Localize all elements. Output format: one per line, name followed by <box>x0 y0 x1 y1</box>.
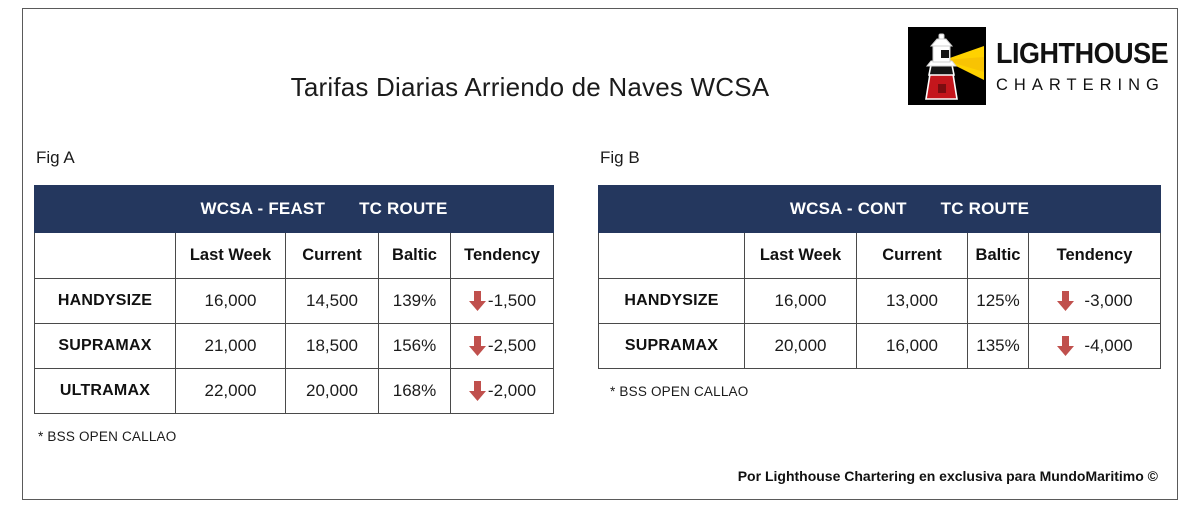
arrow-down-icon <box>1056 335 1075 357</box>
fig-b-table: WCSA - CONT TC ROUTE Last Week Current B… <box>597 185 1162 369</box>
fig-a-col-baltic: Baltic <box>378 232 451 279</box>
fig-a-row-1-current: 18,500 <box>285 323 379 369</box>
fig-a-row-1-last-week: 21,000 <box>175 323 286 369</box>
fig-a-row-0-baltic: 139% <box>378 278 451 324</box>
fig-b-row-1-name: SUPRAMAX <box>598 323 745 369</box>
banner-route-name: WCSA - FEAST <box>200 199 326 218</box>
fig-a-row-1-tendency: -2,500 <box>449 323 555 369</box>
fig-a-row-2-baltic: 168% <box>378 368 451 414</box>
table-row: HANDYSIZE 16,000 14,500 139% -1,500 <box>34 278 555 324</box>
arrow-down-icon <box>468 290 487 312</box>
logo-wordmark: LIGHTHOUSE CHARTERING <box>996 37 1181 94</box>
table-banner-row: WCSA - FEAST TC ROUTE <box>33 185 555 233</box>
fig-a-footnote: * BSS OPEN CALLAO <box>38 429 177 444</box>
fig-b-row-0-tendency: -3,000 <box>1027 278 1162 324</box>
fig-b-row-1-baltic: 135% <box>967 323 1029 369</box>
fig-a-row-0-current: 14,500 <box>285 278 379 324</box>
fig-b-row-0-name: HANDYSIZE <box>598 278 745 324</box>
fig-b-col-last-week: Last Week <box>744 232 857 279</box>
fig-a-row-2-name: ULTRAMAX <box>34 368 176 414</box>
fig-a-col-tendency: Tendency <box>449 232 555 279</box>
fig-a-table: WCSA - FEAST TC ROUTE Last Week Current … <box>33 185 555 414</box>
banner-route-name: WCSA - CONT <box>789 199 907 218</box>
fig-a-row-0-last-week: 16,000 <box>175 278 286 324</box>
fig-a-col-0 <box>34 232 176 279</box>
fig-b-row-0-current: 13,000 <box>856 278 968 324</box>
lighthouse-icon <box>908 27 986 105</box>
fig-b-row-0-baltic: 125% <box>967 278 1029 324</box>
banner-route-type: TC ROUTE <box>940 199 1030 218</box>
fig-b-row-1-current: 16,000 <box>856 323 968 369</box>
fig-b-row-1-last-week: 20,000 <box>744 323 857 369</box>
table-row: HANDYSIZE 16,000 13,000 125% -3,000 <box>598 278 1162 324</box>
fig-b-row-0-last-week: 16,000 <box>744 278 857 324</box>
table-banner-row: WCSA - CONT TC ROUTE <box>597 185 1162 233</box>
fig-a-row-1-tendency-value: -2,500 <box>487 336 537 355</box>
fig-b-row-1-tendency: -4,000 <box>1027 323 1162 369</box>
table-row: SUPRAMAX 21,000 18,500 156% -2,500 <box>34 323 555 369</box>
table-column-header-row: Last Week Current Baltic Tendency <box>598 232 1162 279</box>
logo-name-primary: LIGHTHOUSE <box>996 37 1169 70</box>
lighthouse-chartering-logo: LIGHTHOUSE CHARTERING <box>908 27 1169 105</box>
fig-b-label: Fig B <box>600 148 640 167</box>
fig-a-row-2-tendency-value: -2,000 <box>487 381 537 400</box>
fig-a-row-2-last-week: 22,000 <box>175 368 286 414</box>
fig-b-footnote: * BSS OPEN CALLAO <box>610 384 749 399</box>
fig-a-row-2-current: 20,000 <box>285 368 379 414</box>
fig-b-row-1-tendency-value: -4,000 <box>1084 336 1133 355</box>
table-row: SUPRAMAX 20,000 16,000 135% -4,000 <box>598 323 1162 369</box>
table-column-header-row: Last Week Current Baltic Tendency <box>34 232 555 279</box>
fig-a-row-1-name: SUPRAMAX <box>34 323 176 369</box>
fig-b-col-0 <box>598 232 745 279</box>
arrow-down-icon <box>468 380 487 402</box>
arrow-down-icon <box>1056 290 1075 312</box>
fig-a-banner: WCSA - FEAST TC ROUTE <box>33 185 555 233</box>
fig-b-col-baltic: Baltic <box>967 232 1029 279</box>
fig-a-row-0-name: HANDYSIZE <box>34 278 176 324</box>
attribution-text: Por Lighthouse Chartering en exclusiva p… <box>737 468 1158 484</box>
fig-a-row-1-baltic: 156% <box>378 323 451 369</box>
fig-b-col-tendency: Tendency <box>1027 232 1162 279</box>
banner-route-type: TC ROUTE <box>359 199 448 218</box>
arrow-down-icon <box>468 335 487 357</box>
fig-a-row-2-tendency: -2,000 <box>449 368 555 414</box>
fig-a-col-last-week: Last Week <box>175 232 286 279</box>
fig-a-row-0-tendency-value: -1,500 <box>487 291 537 310</box>
table-row: ULTRAMAX 22,000 20,000 168% -2,000 <box>34 368 555 414</box>
fig-b-row-0-tendency-value: -3,000 <box>1084 291 1133 310</box>
fig-a-row-0-tendency: -1,500 <box>449 278 555 324</box>
fig-b-col-current: Current <box>856 232 968 279</box>
logo-name-secondary: CHARTERING <box>996 74 1165 94</box>
page-title: Tarifas Diarias Arriendo de Naves WCSA <box>290 72 770 102</box>
fig-a-col-current: Current <box>285 232 379 279</box>
fig-b-banner: WCSA - CONT TC ROUTE <box>597 185 1162 233</box>
fig-a-label: Fig A <box>36 148 75 167</box>
